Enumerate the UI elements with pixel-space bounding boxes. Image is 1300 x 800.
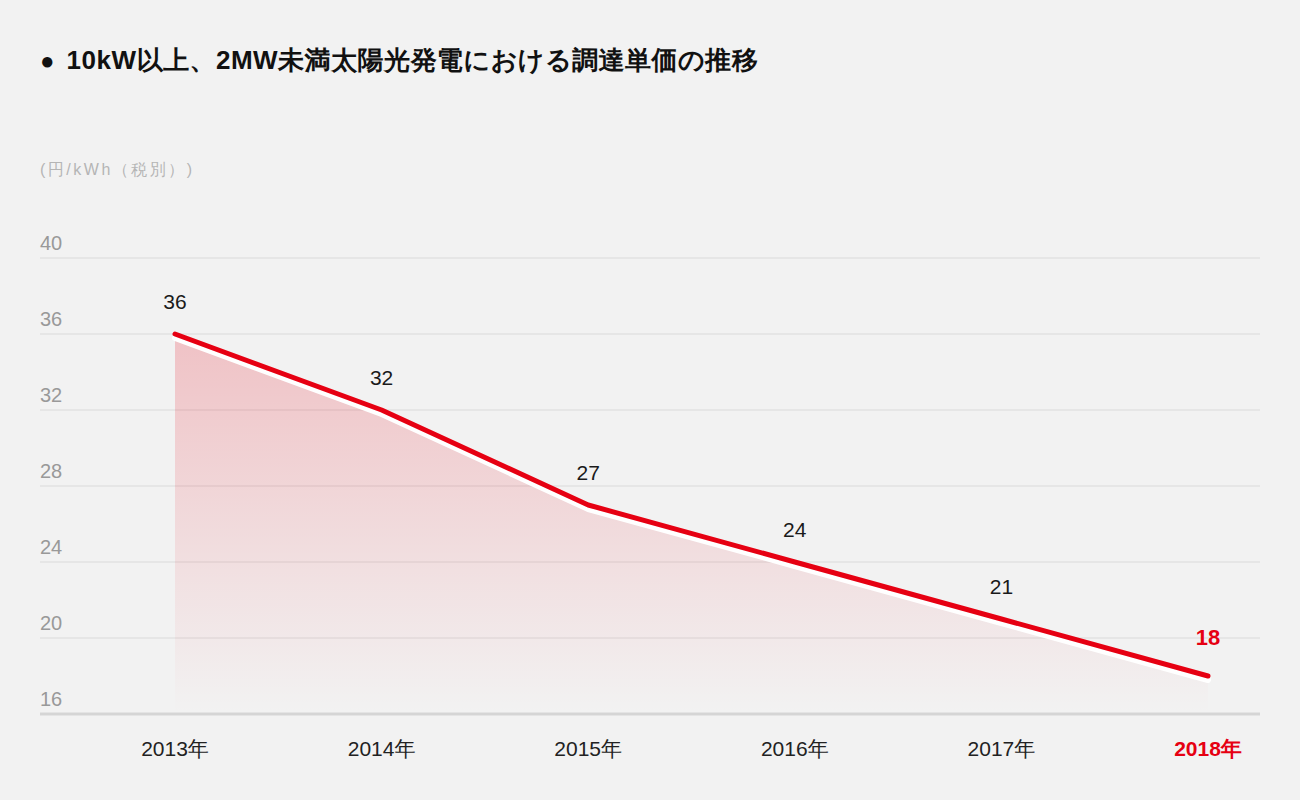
x-tick-label-highlight: 2018年	[1174, 737, 1242, 760]
y-tick-label: 24	[40, 536, 62, 558]
y-tick-label: 28	[40, 460, 62, 482]
x-tick-label: 2013年	[141, 737, 209, 760]
y-tick-label: 16	[40, 688, 62, 710]
price-trend-line-chart: 40 36 32 28 24 20 16 36 32 27 24 21 18 2013年 2014年 2015…	[0, 0, 1300, 800]
y-tick-label: 40	[40, 232, 62, 254]
x-tick-label: 2017年	[968, 737, 1036, 760]
y-tick-label: 20	[40, 612, 62, 634]
data-label-highlight: 18	[1196, 625, 1220, 650]
x-tick-label: 2014年	[348, 737, 416, 760]
x-tick-label: 2016年	[761, 737, 829, 760]
y-tick-label: 32	[40, 384, 62, 406]
data-label: 27	[577, 461, 600, 484]
x-tick-label: 2015年	[554, 737, 622, 760]
chart-page: ● 10kW以上、2MW未満太陽光発電における調達単価の推移 (円/kWh（税別…	[0, 0, 1300, 800]
data-label: 36	[163, 290, 186, 313]
data-label: 32	[370, 366, 393, 389]
data-label: 21	[990, 575, 1013, 598]
data-label: 24	[783, 518, 807, 541]
y-tick-label: 36	[40, 308, 62, 330]
